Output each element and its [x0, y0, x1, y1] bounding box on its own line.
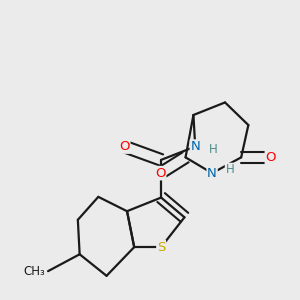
Text: O: O	[155, 167, 166, 180]
Text: N: N	[207, 167, 217, 180]
Text: O: O	[119, 140, 130, 153]
Text: H: H	[226, 164, 234, 176]
Text: CH₃: CH₃	[23, 265, 45, 278]
Text: H: H	[208, 143, 217, 156]
Text: S: S	[157, 241, 165, 254]
Text: N: N	[190, 140, 200, 153]
Text: O: O	[266, 151, 276, 164]
